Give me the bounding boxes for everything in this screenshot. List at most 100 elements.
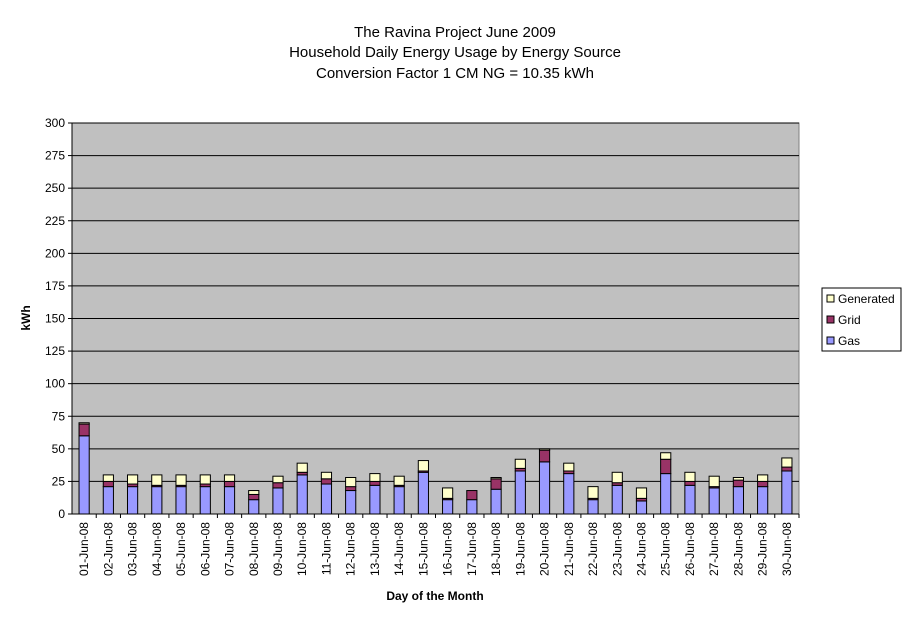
chart-title-line-1: The Ravina Project June 2009 [354,24,556,41]
x-tick-label: 28-Jun-08 [731,522,745,576]
bar-segment-gas [442,499,454,515]
bar-segment-gas [490,488,502,515]
bar-segment-grid [102,480,114,488]
bar-segment-generated [151,474,163,486]
x-tick-label: 27-Jun-08 [707,522,721,576]
x-tick-label: 19-Jun-08 [513,522,527,576]
legend-label-grid: Grid [838,313,861,327]
x-tick-label: 04-Jun-08 [150,522,164,576]
bar-segment-gas [345,490,357,515]
x-tick-label: 06-Jun-08 [198,522,212,576]
bar-segment-grid [320,478,333,485]
legend-swatch-grid [826,315,835,324]
bar-segment-generated [538,448,551,451]
y-tick-label: 275 [45,149,65,163]
bar-segment-grid [78,423,90,437]
legend-label-gas: Gas [838,334,860,348]
bar-segment-gas [126,486,139,515]
x-tick-label: 23-Jun-08 [610,522,624,576]
bar-segment-generated [126,474,139,485]
bar-segment-generated [345,477,357,488]
x-tick-label: 30-Jun-08 [780,522,794,576]
bar-segment-generated [660,452,672,460]
bar-segment-gas [78,435,90,515]
x-tick-label: 01-Jun-08 [77,522,91,576]
bar-segment-gas [781,470,793,515]
x-tick-label: 16-Jun-08 [441,522,455,576]
bar-segment-grid [490,478,502,490]
legend-swatch-gas [826,336,835,345]
bar-segment-gas [296,474,308,515]
legend-box [821,287,902,352]
x-tick-label: 14-Jun-08 [392,522,406,576]
bar-segment-generated [272,475,284,484]
x-tick-label: 09-Jun-08 [271,522,285,576]
bar-segment-grid [223,480,236,488]
bar-segment-grid [732,479,745,488]
bar-segment-grid [660,458,672,475]
bar-segment-gas [320,483,333,515]
bar-segment-gas [708,487,720,515]
y-tick-label: 25 [52,474,66,488]
bar-segment-gas [684,484,696,515]
bar-segment-gas [151,486,163,515]
bar-segment-generated [393,475,405,486]
x-tick-label: 17-Jun-08 [465,522,479,576]
bar-segment-generated [320,471,333,480]
x-tick-label: 18-Jun-08 [489,522,503,576]
legend-label-generated: Generated [838,292,895,306]
y-tick-label: 100 [45,377,65,391]
bar-segment-generated [199,474,211,485]
bar-segment-generated [223,474,236,482]
bar-segment-generated [781,457,793,468]
x-tick-label: 10-Jun-08 [295,522,309,576]
bar-segment-generated [248,490,260,495]
bar-segment-generated [369,473,381,482]
bar-segment-gas [660,473,672,515]
x-tick-label: 12-Jun-08 [344,522,358,576]
bar-segment-generated [684,471,696,482]
bar-segment-grid [466,490,478,501]
chart-title-line-3: Conversion Factor 1 CM NG = 10.35 kWh [316,65,594,82]
bar-segment-gas [732,486,745,515]
x-tick-label: 08-Jun-08 [247,522,261,576]
bar-segment-generated [611,471,623,484]
bar-segment-generated [732,477,745,481]
x-axis-label: Day of the Month [386,589,483,603]
y-axis-label: kWh [19,305,33,330]
bar-segment-grid [345,486,357,492]
x-tick-label: 03-Jun-08 [126,522,140,576]
bar-segment-gas [466,499,478,515]
bar-segment-grid [781,466,793,472]
x-tick-label: 21-Jun-08 [562,522,576,576]
legend-swatch-generated [826,294,835,303]
bar-segment-grid [248,493,260,501]
bar-segment-gas [199,486,211,515]
x-tick-label: 26-Jun-08 [683,522,697,576]
x-tick-label: 15-Jun-08 [416,522,430,576]
y-tick-label: 200 [45,246,65,260]
bar-segment-gas [417,471,429,515]
bar-segment-gas [635,500,648,515]
bar-segment-gas [272,487,284,515]
bar-segment-generated [102,474,114,482]
y-tick-label: 0 [58,507,65,521]
bar-segment-grid [369,480,381,486]
bar-segment-gas [175,486,187,515]
bar-segment-gas [611,484,623,515]
bar-segment-generated [296,462,308,473]
bar-segment-gas [102,486,114,515]
x-tick-label: 29-Jun-08 [756,522,770,576]
bar-segment-grid [272,482,284,489]
bar-segment-gas [757,486,769,515]
legend: Generated Grid Gas [821,287,902,352]
y-tick-label: 225 [45,214,65,228]
bar-segment-gas [369,484,381,515]
x-tick-label: 02-Jun-08 [101,522,115,576]
y-tick-label: 75 [52,409,66,423]
bar-segment-gas [393,486,405,515]
bar-segment-generated [175,474,187,486]
bar-segment-grid [538,449,551,463]
plot-area: 0 25 50 75 100 125 150 175 200 225 250 275 300 01-Jun… [45,116,800,576]
